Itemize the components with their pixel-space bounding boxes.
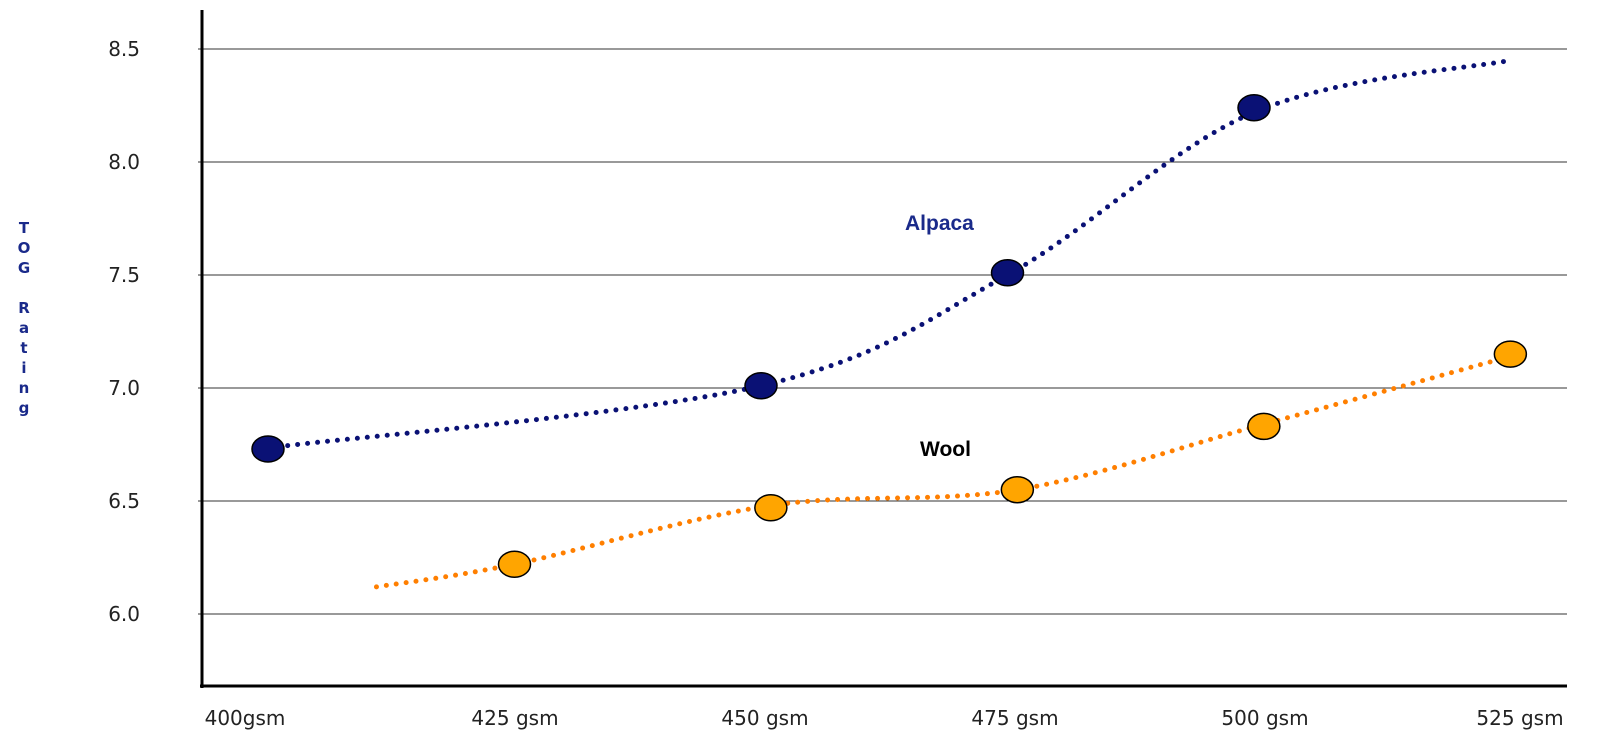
alpaca-point bbox=[744, 371, 778, 400]
x-tick-labels: 400gsm 425 gsm 450 gsm 475 gsm 500 gsm 525 gs… bbox=[205, 706, 1564, 730]
x-tick-label: 400gsm bbox=[205, 706, 286, 730]
y-tick-label: 7.0 bbox=[108, 376, 140, 400]
y-tick-labels: 6.0 6.5 7.0 7.5 8.0 8.5 bbox=[108, 37, 140, 626]
wool-point bbox=[754, 494, 788, 522]
x-tick-label: 475 gsm bbox=[971, 706, 1058, 730]
wool-point bbox=[1247, 412, 1281, 441]
y-tick-label: 6.5 bbox=[108, 489, 140, 513]
wool-point bbox=[497, 550, 532, 579]
wool-point bbox=[1493, 340, 1528, 368]
alpaca-point bbox=[251, 435, 285, 463]
alpaca-series-label: Alpaca bbox=[905, 212, 974, 235]
y-axis-label: T O G R a t i n g bbox=[17, 219, 31, 417]
gridlines bbox=[198, 48, 1567, 615]
series-points bbox=[251, 94, 1528, 579]
series-lines bbox=[275, 57, 1513, 590]
x-tick-label: 450 gsm bbox=[721, 706, 808, 730]
y-tick-label: 7.5 bbox=[108, 263, 140, 287]
alpaca-point bbox=[990, 258, 1025, 287]
y-tick-label: 8.0 bbox=[108, 150, 140, 174]
alpaca-line bbox=[275, 57, 1513, 450]
series-labels: Alpaca Wool bbox=[905, 212, 974, 461]
alpaca-point bbox=[1237, 94, 1271, 122]
x-tick-label: 525 gsm bbox=[1476, 706, 1563, 730]
wool-series-label: Wool bbox=[920, 438, 971, 461]
axes bbox=[200, 10, 1567, 688]
wool-point bbox=[1000, 475, 1035, 504]
y-tick-label: 8.5 bbox=[108, 37, 140, 61]
x-tick-label: 500 gsm bbox=[1221, 706, 1308, 730]
x-tick-label: 425 gsm bbox=[471, 706, 558, 730]
y-tick-label: 6.0 bbox=[108, 602, 140, 626]
wool-line bbox=[373, 353, 1513, 590]
